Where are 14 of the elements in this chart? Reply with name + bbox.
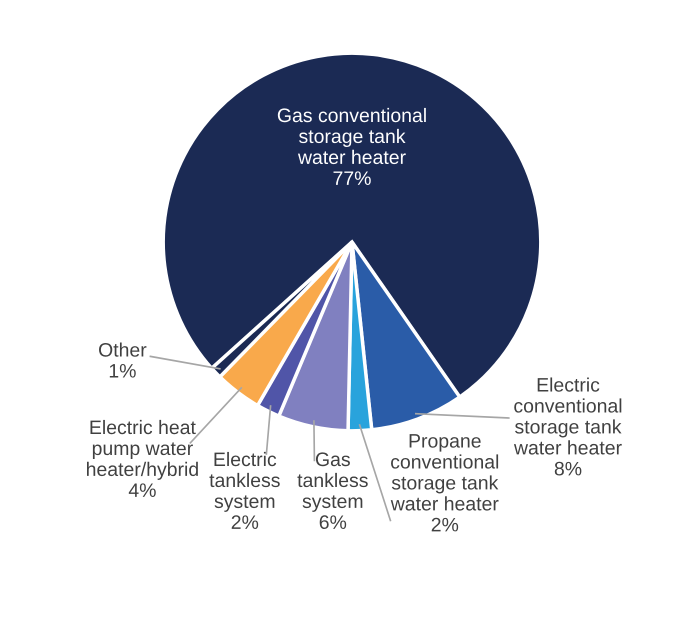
data-label: 2%	[232, 515, 258, 529]
slice-label: Other	[99, 342, 146, 357]
slice-label: Electric tankless system	[209, 452, 280, 512]
slice-label: Gas conventional storage tank water heater	[278, 108, 426, 164]
slice-label: Electric conventional storage tank water heater	[514, 377, 622, 455]
data-label: 8%	[554, 462, 582, 476]
data-label: 2%	[432, 518, 458, 532]
slice-label: Propane conventional storage tank water heater	[390, 434, 499, 511]
data-label: 6%	[320, 515, 346, 530]
slice-label: Electric heat pump water heater/hybrid	[87, 420, 198, 480]
data-label: 1%	[110, 364, 136, 378]
data-label: 77%	[334, 171, 371, 185]
slice-label: Gas tankless system	[297, 452, 368, 512]
data-label: 4%	[128, 483, 156, 497]
